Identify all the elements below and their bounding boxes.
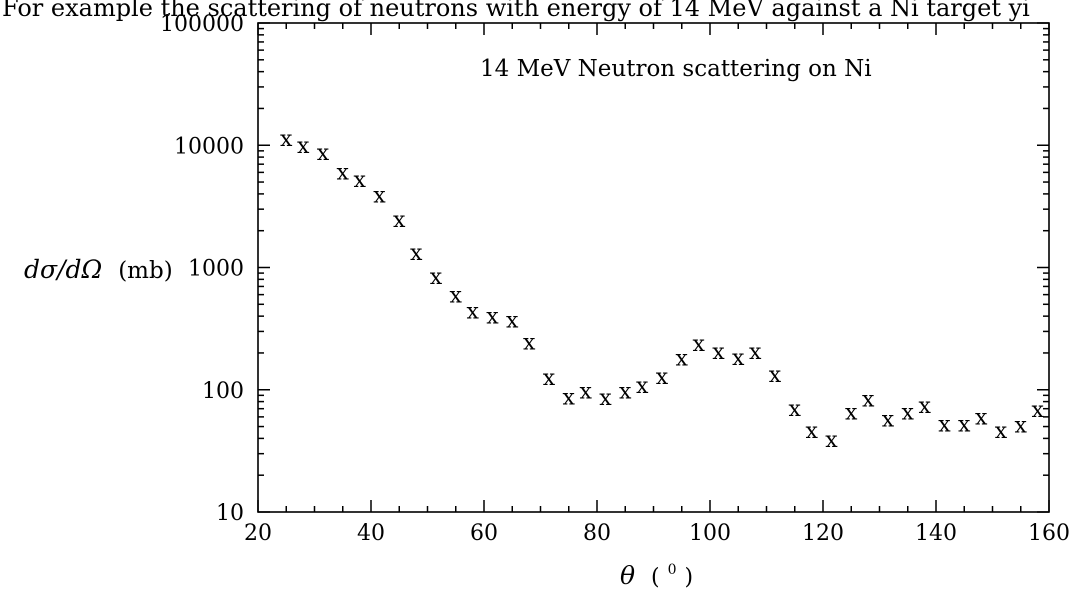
y-tick-label: 1000 [188, 257, 244, 282]
x-axis-unit-close: ) [684, 565, 693, 590]
data-point: x [599, 386, 612, 411]
y-tick-label: 10000 [174, 134, 244, 159]
data-point: x [410, 241, 423, 266]
data-point: x [506, 309, 519, 334]
y-tick-label: 100000 [160, 12, 244, 37]
x-axis-unit-open: ( [651, 565, 660, 590]
data-point: x [393, 208, 406, 233]
x-axis-unit-superscript: 0 [668, 562, 677, 578]
data-point: x [958, 412, 971, 437]
x-tick-label: 140 [915, 521, 957, 546]
x-tick-label: 40 [357, 521, 385, 546]
data-point: x [579, 379, 592, 404]
y-axis-label: dσ/dΩ (mb) [24, 255, 173, 284]
data-point: x [1015, 414, 1028, 439]
data-point: x [373, 184, 386, 209]
x-tick-label: 100 [689, 521, 731, 546]
data-point: x [918, 394, 931, 419]
data-point: x [825, 428, 838, 453]
tick-labels: 20 40 60 80 100 120 140 160 10 100 1000 10000 100000 [160, 12, 1070, 546]
data-point: x [692, 332, 705, 357]
data-point: x [486, 304, 499, 329]
data-point: x [938, 412, 951, 437]
data-point: x [975, 406, 988, 431]
data-point: x [656, 365, 669, 390]
data-point: x [1031, 398, 1044, 423]
data-point: x [749, 340, 762, 365]
header-text-fragment: For example the scattering of neutrons w… [2, 0, 1030, 22]
data-point: x [995, 419, 1008, 444]
data-point: x [769, 363, 782, 388]
data-point: x [845, 400, 858, 425]
data-point: x [563, 385, 576, 410]
data-point: x [297, 134, 310, 159]
data-point: x [805, 419, 818, 444]
x-axis-symbol: θ [620, 561, 635, 590]
y-tick-label: 100 [202, 379, 244, 404]
data-point: x [902, 400, 915, 425]
data-point: x [862, 387, 875, 412]
x-tick-label: 80 [583, 521, 611, 546]
chart-title: 14 MeV Neutron scattering on Ni [480, 56, 872, 82]
data-point: x [732, 346, 745, 371]
x-tick-label: 120 [802, 521, 844, 546]
x-tick-label: 160 [1028, 521, 1070, 546]
x-tick-label: 20 [244, 521, 272, 546]
data-point: x [712, 340, 725, 365]
x-axis-label: θ ( 0 ) [620, 551, 693, 590]
data-point: x [450, 283, 463, 308]
y-axis-symbol: dσ/dΩ [24, 255, 102, 284]
data-point: x [676, 347, 689, 372]
y-tick-label: 10 [216, 501, 244, 526]
data-point: x [466, 299, 479, 324]
data-point: x [636, 374, 649, 399]
data-point: x [317, 141, 330, 166]
data-point: x [789, 397, 802, 422]
data-point: x [619, 379, 632, 404]
axis-ticks [257, 22, 1050, 513]
data-point: x [337, 160, 350, 185]
data-point: x [280, 127, 293, 152]
data-point: x [523, 330, 536, 355]
x-tick-label: 60 [470, 521, 498, 546]
data-point: x [882, 408, 895, 433]
plot-frame [257, 22, 1050, 513]
data-point: x [353, 168, 366, 193]
data-point: x [430, 265, 443, 290]
y-axis-unit: (mb) [118, 258, 172, 284]
data-point: x [543, 366, 556, 391]
